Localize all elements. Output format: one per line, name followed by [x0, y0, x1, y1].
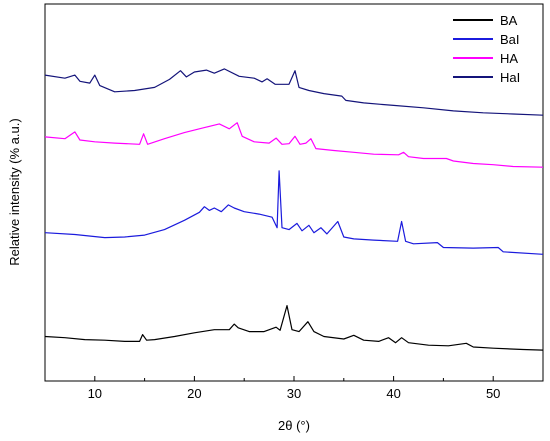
y-axis-label: Relative intensity (% a.u.)	[7, 118, 22, 265]
plot-frame	[44, 3, 544, 382]
x-tick-label: 30	[287, 386, 301, 401]
series-line-hai	[44, 68, 544, 116]
x-tick-label: 10	[88, 386, 102, 401]
series-line-ba	[44, 305, 544, 351]
series-layer	[44, 68, 544, 351]
x-tick-label: 40	[386, 386, 400, 401]
legend: BA BaI HA HaI	[453, 13, 520, 85]
legend-label-hai: HaI	[500, 70, 520, 85]
legend-label-ha: HA	[500, 51, 518, 66]
legend-label-ba: BA	[500, 13, 518, 28]
x-tick-label: 50	[486, 386, 500, 401]
series-line-ha	[44, 122, 544, 168]
series-line-bai	[44, 170, 544, 255]
legend-label-bai: BaI	[500, 32, 520, 47]
x-tick-label: 20	[187, 386, 201, 401]
x-axis-label: 2θ (°)	[278, 418, 310, 433]
x-axis-ticks: 10 20 30 40 50	[44, 376, 544, 401]
